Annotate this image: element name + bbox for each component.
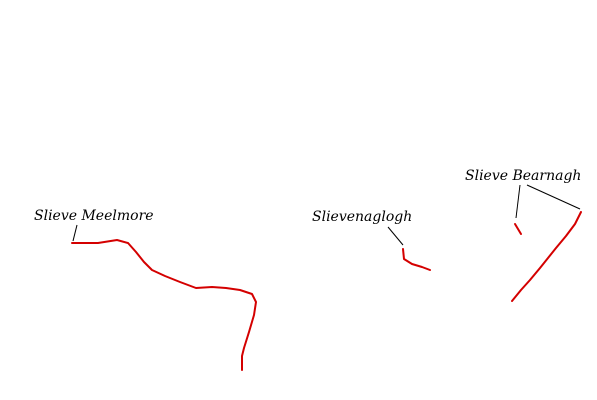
leader-line-slieve-meelmore xyxy=(72,224,78,242)
peak-group-slievenaglogh: Slievenaglogh xyxy=(312,209,431,271)
label-slieve-bearnagh: Slieve Bearnagh xyxy=(465,168,581,184)
peak-group-slieve-meelmore: Slieve Meelmore xyxy=(34,208,257,371)
peak-group-slieve-bearnagh: Slieve Bearnagh xyxy=(465,168,582,302)
label-slieve-meelmore: Slieve Meelmore xyxy=(34,208,154,224)
ridge-trace-slieve-bearnagh-long xyxy=(511,211,582,302)
leader-line-slieve-bearnagh-left xyxy=(515,184,521,219)
label-slievenaglogh: Slievenaglogh xyxy=(312,209,412,225)
leader-line-slieve-bearnagh-right xyxy=(526,184,581,210)
ridge-trace-slievenaglogh xyxy=(402,248,431,271)
ridge-trace-slieve-meelmore xyxy=(71,239,257,371)
ridge-trace-slieve-bearnagh-short xyxy=(514,223,522,235)
leader-line-slievenaglogh xyxy=(387,226,404,246)
